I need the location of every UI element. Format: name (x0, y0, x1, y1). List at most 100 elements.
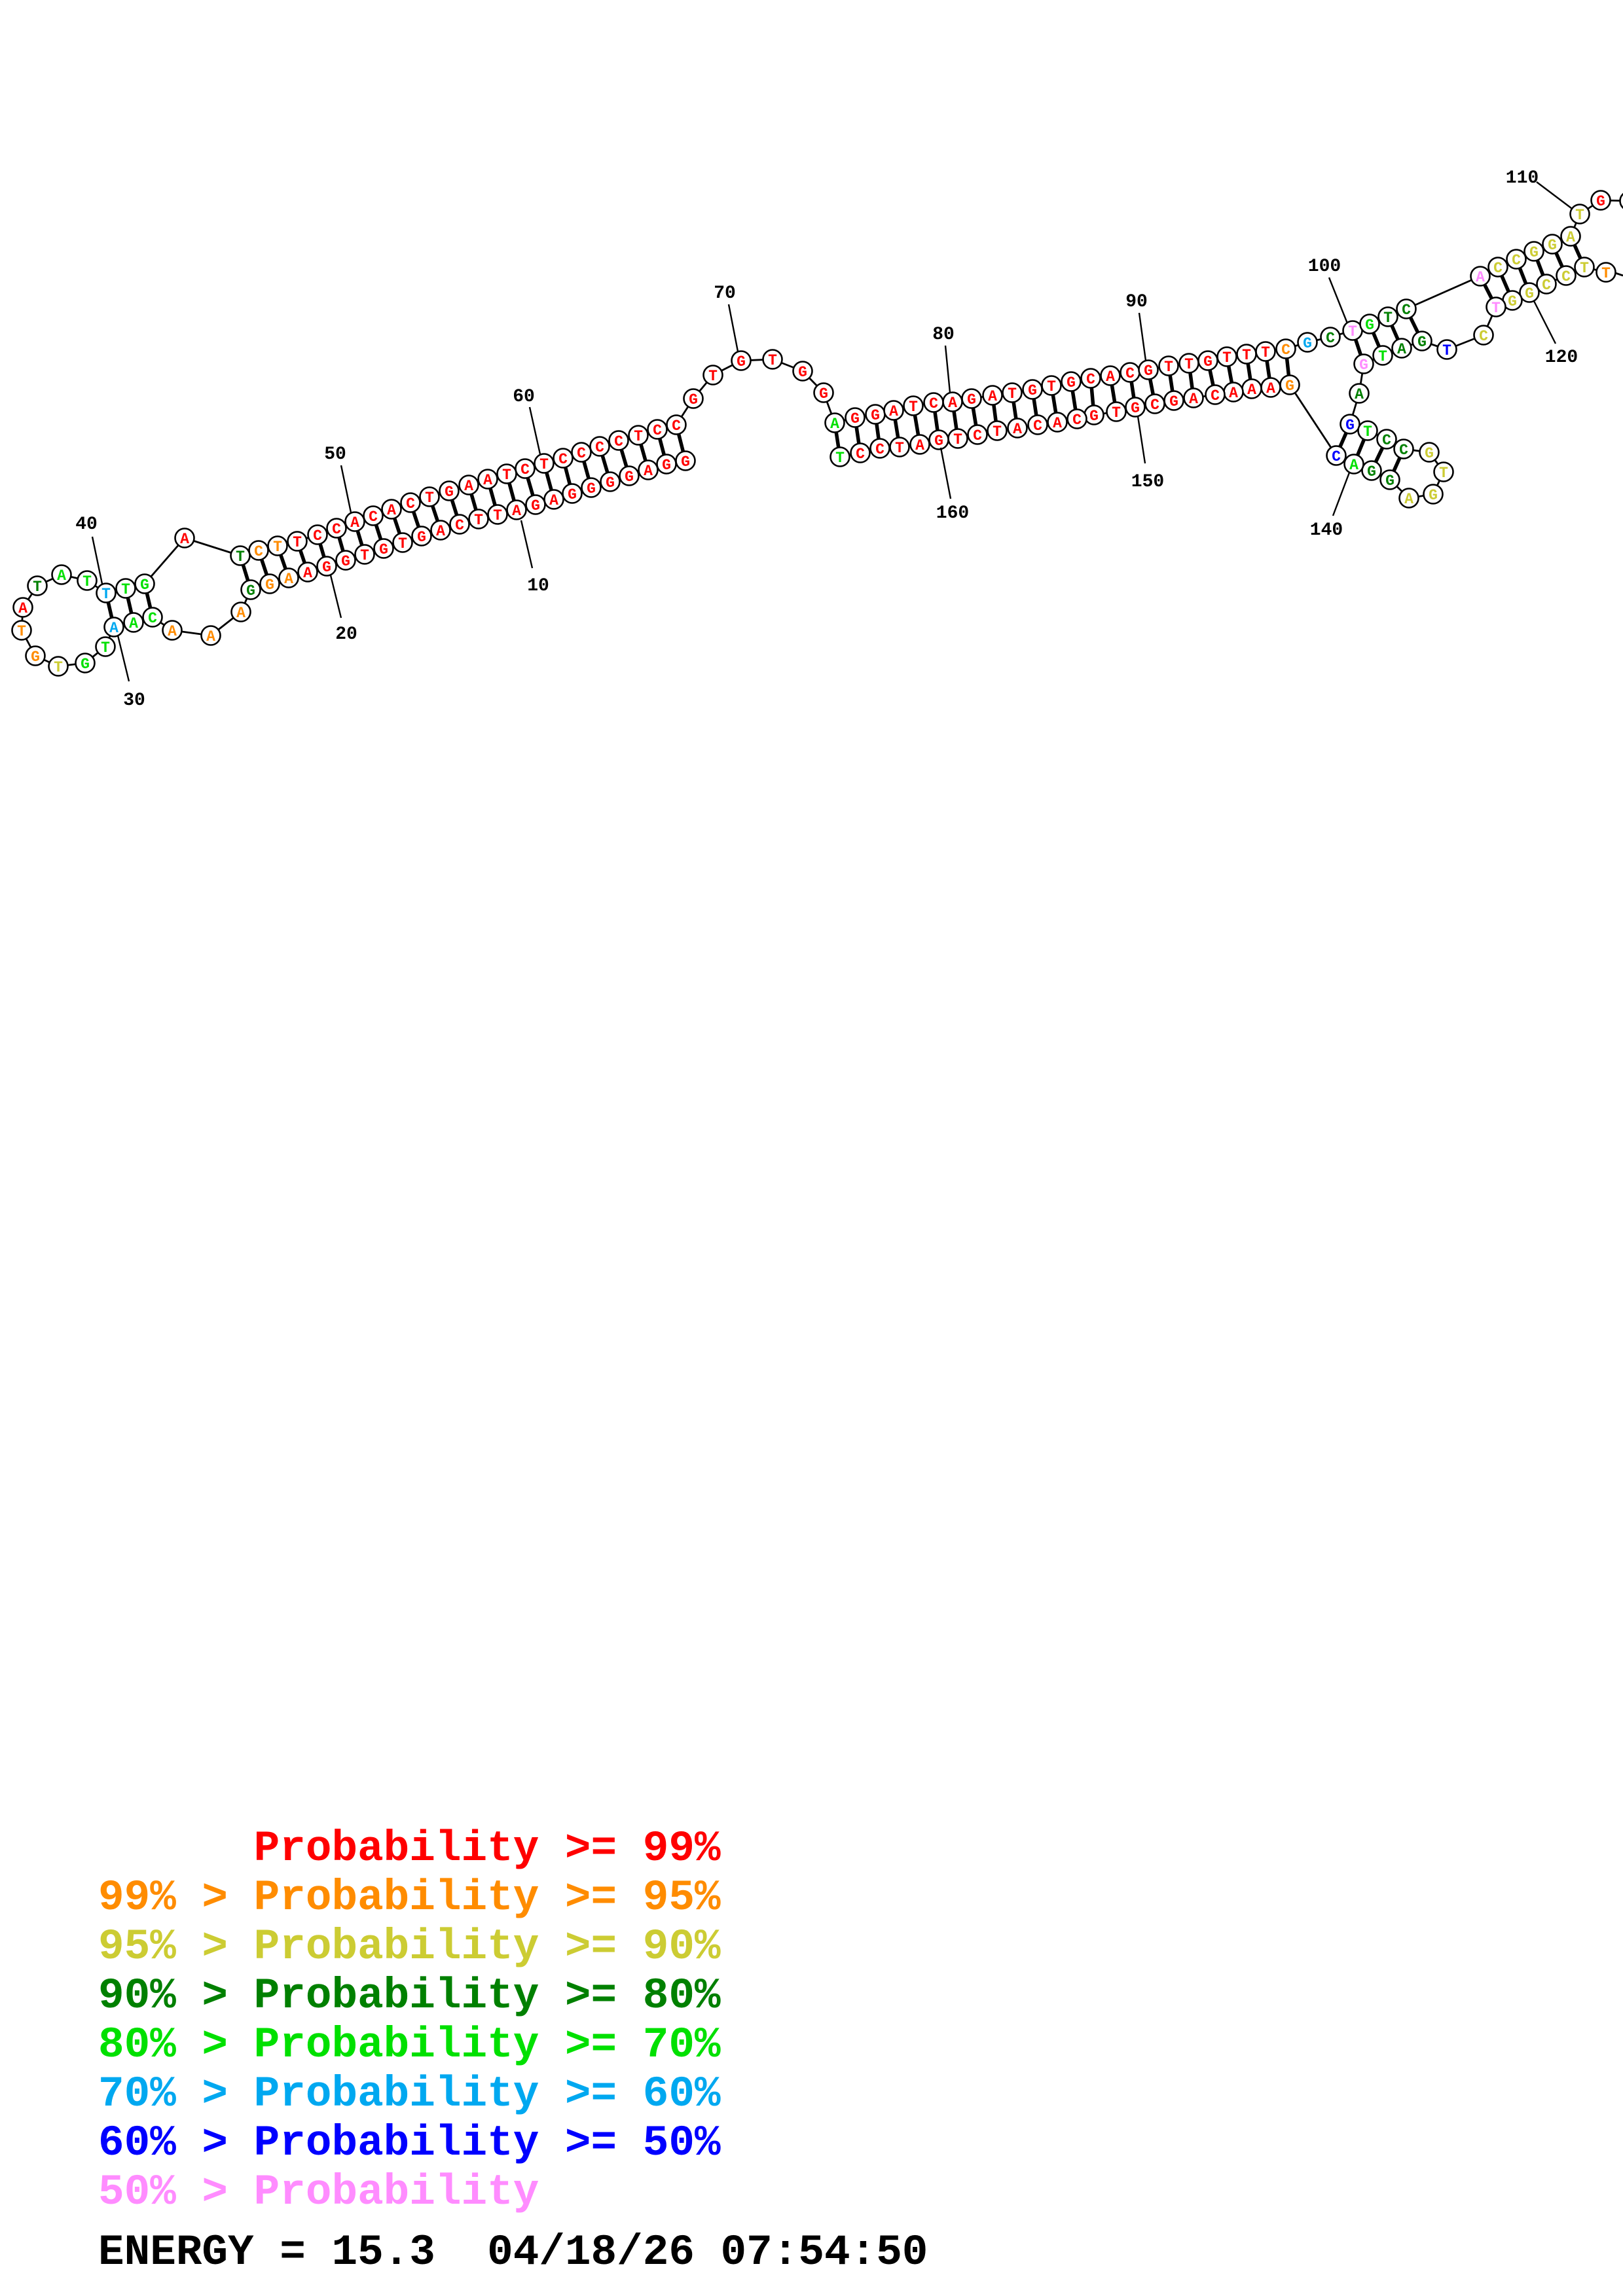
nucleotide-15 (411, 526, 432, 547)
nucleotide-137 (1398, 488, 1419, 509)
nucleotide-160 (928, 429, 949, 450)
nucleotide-letter-144: A (1247, 382, 1256, 399)
nucleotide-32 (75, 653, 96, 673)
nucleotide-letter-34: G (31, 649, 40, 666)
position-label-80: 80 (932, 325, 955, 345)
nucleotide-102 (1377, 306, 1398, 327)
nucleotide-57 (477, 469, 498, 490)
nucleotide-67 (666, 414, 687, 435)
nucleotide-110 (1569, 204, 1590, 224)
nucleotide-letter-141: C (1332, 448, 1341, 465)
nucleotide-163 (869, 438, 890, 459)
nucleotide-letter-46: T (273, 539, 282, 556)
nucleotide-letter-88: A (1106, 368, 1115, 386)
nucleotide-letter-54: T (425, 490, 434, 507)
nucleotide-letter-11: T (493, 507, 502, 524)
nucleotide-letter-119: C (1542, 277, 1551, 294)
nucleotide-letter-120: G (1525, 285, 1534, 302)
nucleotide-156 (1007, 418, 1028, 439)
nucleotide-30 (103, 617, 124, 637)
position-label-150: 150 (1131, 472, 1164, 492)
nucleotide-136 (1423, 484, 1444, 505)
nucleotide-letter-79: C (929, 395, 938, 412)
nucleotide-letter-40: T (101, 586, 111, 603)
backbone-segment (1406, 275, 1481, 310)
nucleotide-34 (25, 645, 46, 666)
nucleotide-48 (307, 524, 328, 545)
nucleotide-112 (1619, 192, 1623, 209)
nucleotide-letter-90: G (1144, 363, 1153, 380)
nucleotide-64 (608, 430, 629, 451)
nucleotide-138 (1379, 469, 1400, 490)
nucleotide-78 (903, 395, 924, 416)
nucleotide-96 (1255, 341, 1276, 362)
nucleotide-letter-64: C (614, 433, 623, 450)
nucleotide-letter-57: A (483, 472, 492, 489)
nucleotide-87 (1080, 368, 1101, 389)
nucleotide-letter-63: C (595, 439, 604, 456)
nucleotide-139 (1361, 460, 1382, 481)
nucleotide-60 (534, 453, 555, 474)
nucleotide-letter-47: T (293, 534, 302, 551)
nucleotide-letter-18: T (360, 547, 369, 564)
nucleotide-letter-163: C (875, 441, 884, 458)
nucleotide-51 (363, 505, 384, 526)
nucleotide-117 (1574, 257, 1595, 278)
position-tick-line (340, 465, 352, 513)
nucleotide-letter-56: A (464, 478, 473, 495)
nucleotide-letter-84: G (1028, 382, 1037, 399)
nucleotide-letter-104: A (1476, 269, 1485, 286)
nucleotide-letter-51: C (369, 509, 378, 526)
nucleotide-letter-146: C (1211, 387, 1220, 404)
nucleotide-71 (762, 349, 783, 370)
nucleotide-127 (1372, 345, 1393, 366)
nucleotide-81 (961, 388, 982, 409)
nucleotide-letter-70: G (737, 353, 746, 370)
nucleotide-circles (11, 190, 1623, 677)
nucleotide-9 (525, 494, 546, 515)
nucleotide-letter-116: T (1601, 265, 1611, 282)
nucleotide-90 (1138, 359, 1159, 380)
nucleotide-70 (731, 350, 752, 371)
nucleotide-letter-30: A (109, 620, 119, 637)
nucleotide-letter-122: T (1491, 300, 1501, 317)
nucleotide-letter-92: T (1184, 356, 1194, 373)
position-tick-line (1332, 472, 1351, 516)
nucleotide-letter-93: G (1203, 353, 1213, 370)
nucleotide-letter-121: G (1508, 293, 1517, 310)
nucleotide-21 (297, 562, 318, 583)
nucleotide-118 (1556, 265, 1577, 286)
nucleotide-7 (562, 483, 583, 504)
nucleotide-108 (1542, 234, 1563, 255)
nucleotide-99 (1320, 327, 1341, 348)
nucleotide-75 (845, 407, 866, 428)
nucleotide-letter-72: G (798, 364, 807, 381)
nucleotide-letter-126: A (1397, 341, 1406, 358)
nucleotide-22 (278, 567, 299, 588)
nucleotide-letter-129: A (1355, 386, 1364, 403)
nucleotide-74 (824, 412, 845, 433)
nucleotide-68 (683, 388, 704, 409)
nucleotide-6 (581, 477, 602, 498)
nucleotide-letter-19: G (341, 553, 350, 570)
nucleotide-letter-77: A (889, 403, 898, 420)
nucleotide-63 (589, 436, 610, 457)
nucleotide-letter-131: T (1363, 423, 1372, 440)
nucleotide-letter-27: A (168, 623, 177, 640)
nucleotide-letter-50: A (350, 514, 359, 531)
nucleotide-13 (449, 514, 470, 535)
nucleotide-letter-127: T (1378, 348, 1387, 365)
nucleotide-47 (287, 531, 308, 552)
nucleotide-letter-103: C (1402, 302, 1411, 319)
nucleotide-165 (830, 446, 850, 467)
nucleotide-letter-16: T (398, 535, 407, 552)
nucleotide-55 (439, 480, 460, 501)
nucleotide-56 (458, 475, 479, 495)
nucleotide-41 (115, 578, 136, 599)
nucleotide-27 (162, 620, 183, 641)
nucleotide-letter-138: G (1385, 473, 1395, 490)
position-label-90: 90 (1125, 292, 1148, 312)
nucleotide-129 (1349, 383, 1370, 404)
nucleotide-letter-12: T (474, 512, 483, 529)
